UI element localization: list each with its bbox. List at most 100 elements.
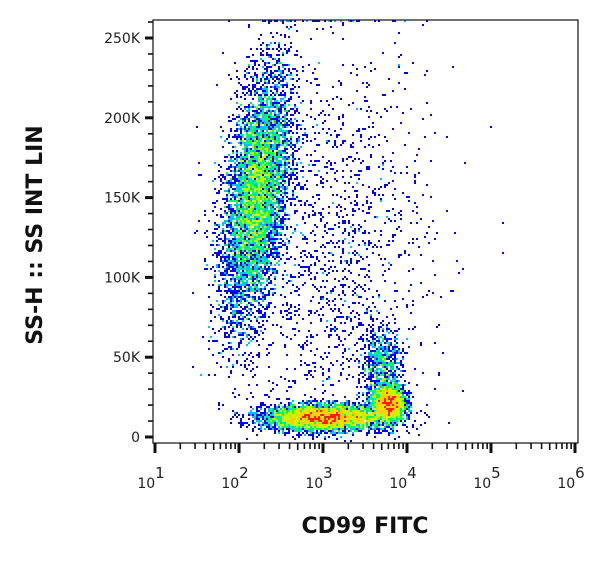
density-cell — [314, 412, 316, 414]
density-cell — [236, 326, 238, 328]
density-cell — [234, 238, 236, 240]
density-cell — [262, 114, 264, 116]
density-cell — [264, 286, 266, 288]
density-cell — [256, 214, 258, 216]
density-cell — [288, 280, 290, 282]
density-cell — [240, 332, 242, 334]
density-cell — [368, 356, 370, 358]
density-cell — [394, 412, 396, 414]
density-cell — [246, 164, 248, 166]
density-cell — [402, 342, 404, 344]
density-cell — [248, 122, 250, 124]
density-cell — [374, 376, 376, 378]
density-cell — [366, 410, 368, 412]
density-cell — [320, 366, 322, 368]
density-cell — [284, 164, 286, 166]
density-cell — [306, 424, 308, 426]
density-cell — [272, 86, 274, 88]
density-cell — [242, 266, 244, 268]
density-cell — [268, 142, 270, 144]
density-cell — [290, 90, 292, 92]
density-cell — [326, 378, 328, 380]
density-cell — [266, 124, 268, 126]
density-cell — [280, 294, 282, 296]
density-cell — [228, 206, 230, 208]
density-cell — [230, 324, 232, 326]
density-cell — [306, 418, 308, 420]
density-cell — [246, 256, 248, 258]
density-cell — [262, 190, 264, 192]
density-cell — [278, 44, 280, 46]
density-cell — [236, 302, 238, 304]
density-cell — [332, 234, 334, 236]
density-cell — [286, 110, 288, 112]
density-cell — [278, 226, 280, 228]
density-cell — [246, 216, 248, 218]
density-cell — [362, 406, 364, 408]
density-cell — [362, 334, 364, 336]
density-cell — [386, 380, 388, 382]
density-cell — [262, 240, 264, 242]
density-cell — [270, 162, 272, 164]
density-cell — [272, 152, 274, 154]
density-cell — [268, 418, 270, 420]
density-cell — [268, 96, 270, 98]
density-cell — [252, 188, 254, 190]
density-cell — [264, 90, 266, 92]
density-cell — [220, 184, 222, 186]
density-cell — [274, 154, 276, 156]
density-cell — [290, 46, 292, 48]
density-cell — [290, 144, 292, 146]
density-cell — [250, 414, 252, 416]
density-cell — [242, 308, 244, 310]
density-cell — [286, 410, 288, 412]
density-cell — [274, 248, 276, 250]
density-cell — [302, 238, 304, 240]
density-cell — [398, 32, 400, 34]
density-cell — [276, 200, 278, 202]
density-cell — [258, 204, 260, 206]
density-cell — [312, 424, 314, 426]
density-cell — [230, 320, 232, 322]
density-cell — [258, 136, 260, 138]
density-cell — [382, 382, 384, 384]
density-cell — [238, 136, 240, 138]
density-cell — [266, 272, 268, 274]
density-cell — [386, 350, 388, 352]
density-cell — [238, 134, 240, 136]
density-cell — [390, 330, 392, 332]
density-cell — [304, 430, 306, 432]
density-cell — [276, 172, 278, 174]
density-cell — [328, 414, 330, 416]
density-cell — [374, 424, 376, 426]
density-cell — [272, 156, 274, 158]
density-cell — [230, 370, 232, 372]
density-cell — [228, 230, 230, 232]
density-cell — [282, 134, 284, 136]
density-cell — [244, 250, 246, 252]
density-cell — [244, 170, 246, 172]
density-cell — [390, 390, 392, 392]
density-cell — [254, 316, 256, 318]
density-cell — [248, 222, 250, 224]
density-cell — [396, 404, 398, 406]
density-cell — [344, 424, 346, 426]
density-cell — [298, 330, 300, 332]
density-cell — [262, 222, 264, 224]
density-cell — [404, 370, 406, 372]
density-cell — [254, 62, 256, 64]
density-cell — [396, 352, 398, 354]
density-cell — [242, 118, 244, 120]
density-cell — [358, 414, 360, 416]
density-cell — [274, 128, 276, 130]
density-cell — [298, 422, 300, 424]
density-cell — [384, 400, 386, 402]
density-cell — [254, 284, 256, 286]
density-cell — [378, 410, 380, 412]
density-cell — [266, 252, 268, 254]
density-cell — [284, 172, 286, 174]
density-cell — [250, 212, 252, 214]
density-cell — [266, 190, 268, 192]
density-cell — [234, 190, 236, 192]
density-cell — [236, 186, 238, 188]
